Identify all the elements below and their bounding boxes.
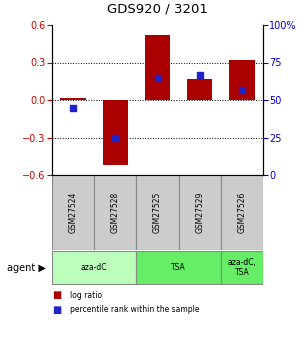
- Text: agent ▶: agent ▶: [7, 263, 46, 273]
- Point: [197, 72, 202, 77]
- Text: GDS920 / 3201: GDS920 / 3201: [107, 2, 208, 15]
- Text: GSM27528: GSM27528: [111, 192, 120, 233]
- Text: percentile rank within the sample: percentile rank within the sample: [70, 306, 200, 315]
- Bar: [52, 251, 136, 284]
- Bar: [60, 98, 86, 100]
- Point: [71, 105, 75, 110]
- Bar: [221, 251, 263, 284]
- Text: GSM27526: GSM27526: [237, 192, 246, 233]
- Bar: [103, 100, 128, 165]
- Bar: [187, 79, 212, 100]
- Bar: [94, 175, 136, 250]
- Text: ■: ■: [52, 305, 61, 315]
- Text: GSM27524: GSM27524: [68, 192, 78, 233]
- Bar: [229, 60, 255, 100]
- Text: aza-dC,
TSA: aza-dC, TSA: [228, 258, 256, 277]
- Text: GSM27529: GSM27529: [195, 192, 204, 233]
- Bar: [178, 175, 221, 250]
- Bar: [136, 175, 178, 250]
- Text: log ratio: log ratio: [70, 290, 102, 299]
- Text: TSA: TSA: [171, 263, 186, 272]
- Point: [155, 75, 160, 80]
- Bar: [52, 175, 94, 250]
- Bar: [145, 35, 170, 100]
- Bar: [221, 175, 263, 250]
- Text: aza-dC: aza-dC: [81, 263, 108, 272]
- Point: [239, 87, 244, 92]
- Text: GSM27525: GSM27525: [153, 192, 162, 233]
- Bar: [136, 251, 221, 284]
- Text: ■: ■: [52, 290, 61, 300]
- Point: [113, 135, 118, 140]
